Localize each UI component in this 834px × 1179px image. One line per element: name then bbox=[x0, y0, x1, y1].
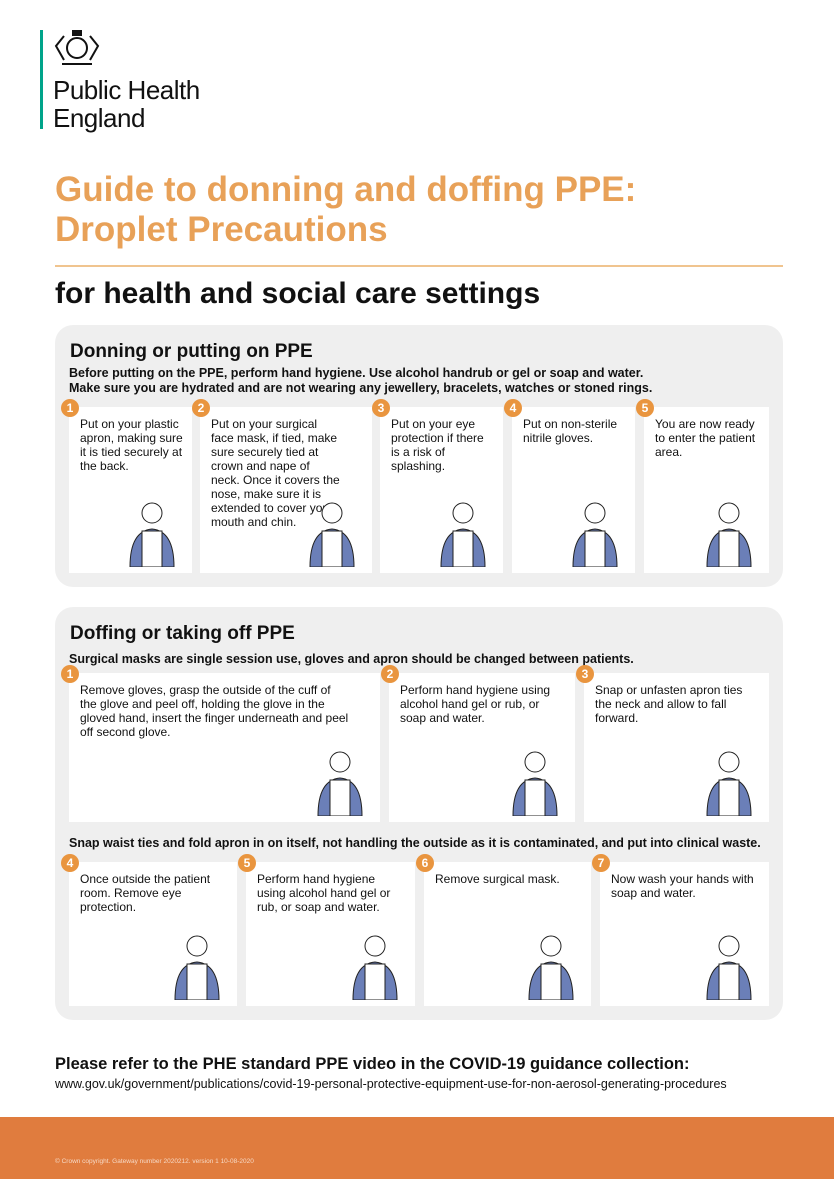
step-card-4: 4 Put on non-sterile nitrile gloves. bbox=[504, 399, 635, 573]
step-card-3: 3 Put on your eye protection if there is … bbox=[372, 399, 503, 573]
step-text: Once outside the patient room. Remove ey… bbox=[80, 872, 211, 914]
donning-heading: Donning or putting on PPE bbox=[70, 341, 313, 362]
step-text: Put on non-sterile nitrile gloves. bbox=[523, 417, 618, 445]
donning-intro-2: Make sure you are hydrated and are not w… bbox=[69, 381, 653, 395]
doffing-intro: Surgical masks are single session use, g… bbox=[69, 652, 634, 666]
step-card-3: 3 Snap or unfasten apron ties the neck an… bbox=[576, 665, 769, 822]
ppe-illustration-icon bbox=[317, 751, 363, 816]
step-text: Now wash your hands with soap and water. bbox=[611, 872, 754, 900]
step-text: Perform hand hygiene using alcohol hand … bbox=[400, 683, 551, 725]
step-number-badge: 4 bbox=[61, 854, 79, 872]
step-card-6: 6 Remove surgical mask. bbox=[416, 854, 591, 1006]
royal-crest-icon bbox=[54, 30, 100, 65]
ppe-illustration-icon bbox=[572, 502, 618, 567]
step-card-7: 7 Now wash your hands with soap and water… bbox=[592, 854, 769, 1006]
step-number-badge: 1 bbox=[61, 399, 79, 417]
page-title: Guide to donning and doffing PPE: Droplet… bbox=[55, 170, 636, 250]
ppe-illustration-icon bbox=[706, 935, 752, 1000]
ppe-illustration-icon bbox=[706, 751, 752, 816]
doffing-mid-note: Snap waist ties and fold apron in on its… bbox=[69, 836, 761, 850]
doffing-heading: Doffing or taking off PPE bbox=[70, 623, 295, 644]
step-number-badge: 1 bbox=[61, 665, 79, 683]
refer-text: Please refer to the PHE standard PPE vid… bbox=[55, 1055, 690, 1073]
logo-bar bbox=[40, 30, 43, 129]
ppe-illustration-icon bbox=[352, 935, 398, 1000]
org-line-1: Public Health bbox=[53, 75, 200, 105]
footer-bar bbox=[0, 1117, 834, 1179]
copyright: © Crown copyright. Gateway number 202021… bbox=[55, 1158, 254, 1165]
step-text: Put on your eye protection if there is a… bbox=[391, 417, 484, 473]
subtitle: for health and social care settings bbox=[55, 277, 541, 310]
step-text: Snap or unfasten apron ties the neck and… bbox=[595, 683, 743, 725]
ppe-illustration-icon bbox=[129, 502, 175, 567]
step-number-badge: 5 bbox=[636, 399, 654, 417]
step-number-badge: 5 bbox=[238, 854, 256, 872]
step-text: Perform hand hygiene using alcohol hand … bbox=[257, 872, 391, 914]
org-name: Public Health England bbox=[53, 76, 200, 132]
ppe-illustration-icon bbox=[309, 502, 355, 567]
ppe-illustration-icon bbox=[174, 935, 220, 1000]
title-line-2: Droplet Precautions bbox=[55, 210, 388, 249]
step-card-2: 2 Perform hand hygiene using alcohol hand… bbox=[381, 665, 575, 822]
step-card-5: 5 You are now ready to enter the patient … bbox=[636, 399, 769, 573]
title-line-1: Guide to donning and doffing PPE: bbox=[55, 170, 637, 209]
step-number-badge: 3 bbox=[576, 665, 594, 683]
step-text: Put on your surgical face mask, if tied,… bbox=[211, 417, 340, 529]
step-card-4: 4 Once outside the patient room. Remove e… bbox=[61, 854, 237, 1006]
step-text: You are now ready to enter the patient a… bbox=[655, 417, 756, 459]
ppe-illustration-icon bbox=[512, 751, 558, 816]
step-card-1: 1 Remove gloves, grasp the outside of the… bbox=[61, 665, 380, 822]
step-card-5: 5 Perform hand hygiene using alcohol hand… bbox=[238, 854, 415, 1006]
ppe-illustration-icon bbox=[528, 935, 574, 1000]
step-card-2: 2 Put on your surgical face mask, if tied… bbox=[192, 399, 372, 573]
ppe-illustration-icon bbox=[706, 502, 752, 567]
divider bbox=[55, 265, 783, 267]
step-number-badge: 7 bbox=[592, 854, 610, 872]
step-number-badge: 2 bbox=[381, 665, 399, 683]
step-text: Put on your plastic apron, making sure i… bbox=[80, 417, 183, 473]
step-text: Remove surgical mask. bbox=[435, 872, 560, 886]
ppe-illustration-icon bbox=[440, 502, 486, 567]
step-number-badge: 3 bbox=[372, 399, 390, 417]
step-number-badge: 6 bbox=[416, 854, 434, 872]
org-line-2: England bbox=[53, 103, 145, 133]
guidance-link[interactable]: www.gov.uk/government/publications/covid… bbox=[55, 1077, 727, 1091]
step-text: Remove gloves, grasp the outside of the … bbox=[80, 683, 349, 739]
step-number-badge: 4 bbox=[504, 399, 522, 417]
step-card-1: 1 Put on your plastic apron, making sure … bbox=[61, 399, 192, 573]
donning-intro-1: Before putting on the PPE, perform hand … bbox=[69, 366, 644, 380]
donning-intro: Before putting on the PPE, perform hand … bbox=[69, 366, 652, 396]
step-number-badge: 2 bbox=[192, 399, 210, 417]
